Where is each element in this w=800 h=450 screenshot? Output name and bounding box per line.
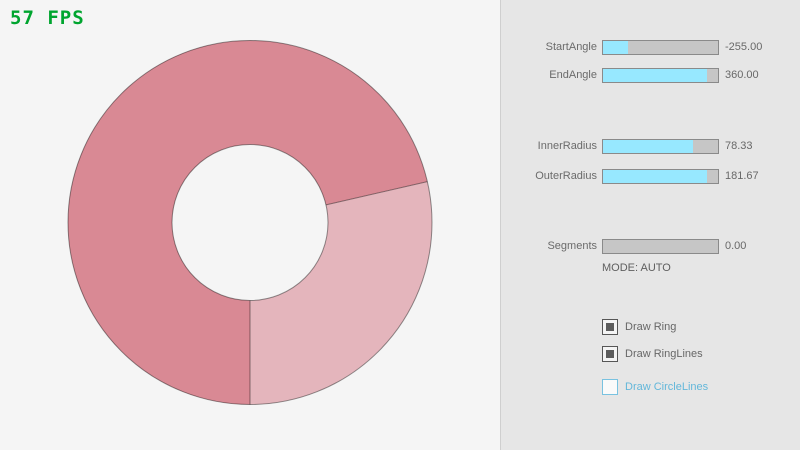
end-angle-slider[interactable] bbox=[602, 68, 719, 83]
inner-radius-slider-fill bbox=[603, 140, 694, 153]
control-panel: StartAngle -255.00 EndAngle 360.00 Inner… bbox=[500, 0, 800, 450]
ring-outer-line bbox=[67, 40, 433, 405]
fps-counter: 57 FPS bbox=[10, 7, 85, 29]
ring-canvas bbox=[67, 40, 433, 405]
ring-inner-line bbox=[171, 144, 329, 301]
segments-label: Segments bbox=[547, 240, 597, 252]
inner-radius-value: 78.33 bbox=[725, 140, 753, 152]
ring-sector-dark bbox=[67, 40, 428, 405]
segments-mode-text: MODE: AUTO bbox=[602, 262, 671, 274]
inner-radius-label: InnerRadius bbox=[537, 140, 597, 152]
slider-row-end-angle: EndAngle 360.00 bbox=[501, 68, 800, 83]
slider-row-outer-radius: OuterRadius 181.67 bbox=[501, 169, 800, 184]
end-angle-label: EndAngle bbox=[549, 69, 597, 81]
slider-row-inner-radius: InnerRadius 78.33 bbox=[501, 139, 800, 154]
start-angle-label: StartAngle bbox=[545, 41, 597, 53]
inner-radius-slider[interactable] bbox=[602, 139, 719, 154]
ring-start-line bbox=[325, 181, 428, 206]
draw-ring-checkbox[interactable] bbox=[602, 319, 618, 335]
segments-value: 0.00 bbox=[725, 240, 747, 252]
checkbox-check-icon bbox=[606, 323, 614, 331]
checkbox-check-icon bbox=[606, 350, 614, 358]
start-angle-value: -255.00 bbox=[725, 41, 763, 53]
outer-radius-label: OuterRadius bbox=[535, 170, 597, 182]
draw-circlelines-label: Draw CircleLines bbox=[625, 381, 709, 393]
start-angle-slider[interactable] bbox=[602, 40, 719, 55]
segments-slider[interactable] bbox=[602, 239, 719, 254]
outer-radius-value: 181.67 bbox=[725, 170, 759, 182]
draw-ringlines-label: Draw RingLines bbox=[625, 348, 703, 360]
draw-ringlines-checkbox[interactable] bbox=[602, 346, 618, 362]
draw-ring-label: Draw Ring bbox=[625, 321, 677, 333]
outer-radius-slider[interactable] bbox=[602, 169, 719, 184]
slider-row-segments: Segments 0.00 bbox=[501, 239, 800, 254]
slider-row-start-angle: StartAngle -255.00 bbox=[501, 40, 800, 55]
draw-circlelines-checkbox[interactable] bbox=[602, 379, 618, 395]
start-angle-slider-fill bbox=[603, 41, 628, 54]
outer-radius-slider-fill bbox=[603, 170, 708, 183]
end-angle-slider-fill bbox=[603, 69, 707, 82]
ring-sector-light bbox=[250, 181, 432, 405]
end-angle-value: 360.00 bbox=[725, 69, 759, 81]
